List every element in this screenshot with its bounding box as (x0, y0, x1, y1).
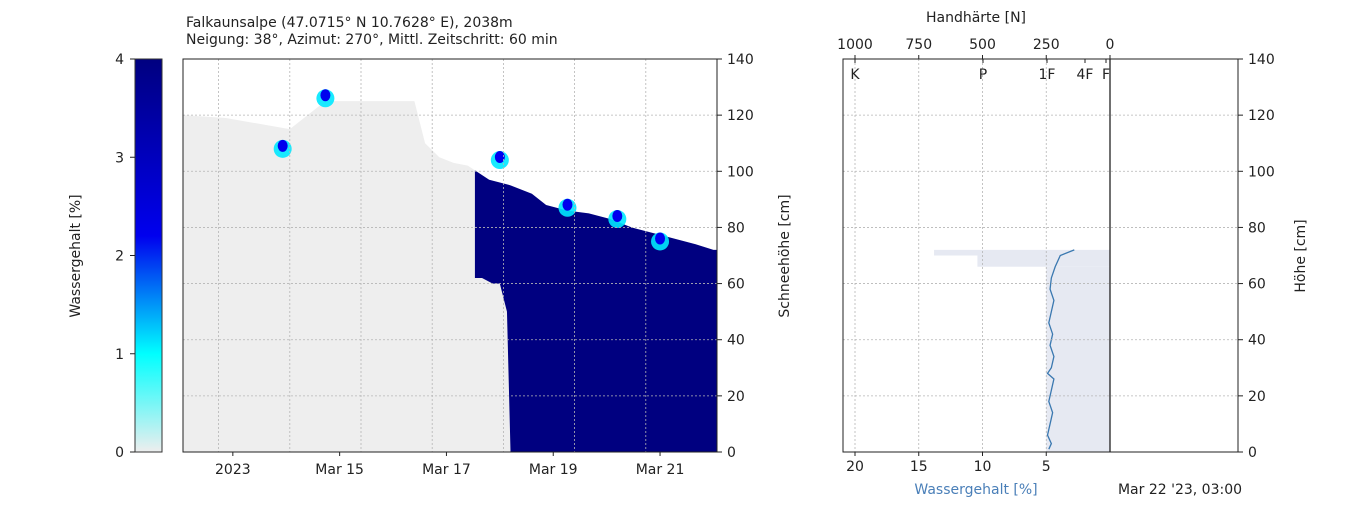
hardness-label-2: 1F (1039, 67, 1056, 83)
heatmap-plot-area (183, 89, 717, 452)
profile-top-tick-label-3: 250 (1033, 37, 1060, 53)
profile-y-tick-label-3: 60 (1248, 277, 1266, 293)
colorbar-tick-label-0: 0 (115, 445, 124, 461)
profile-frame (842, 58, 1239, 453)
moist-spot-core-1 (320, 89, 331, 102)
profile-x-tick-label-1: 15 (910, 459, 928, 475)
colorbar: 0 1 2 3 4 Wassergehalt [%] (68, 52, 163, 461)
hardness-label-0: K (850, 67, 860, 83)
chart-subtitle: Neigung: 38°, Azimut: 270°, Mittl. Zeits… (186, 32, 558, 48)
hardness-bar-1 (977, 255, 1110, 267)
moist-spot-core-0 (277, 139, 288, 152)
heatmap-x-tick-label-1: Mar 15 (315, 462, 364, 478)
heatmap-y-tick-label-6: 120 (727, 108, 754, 124)
heatmap-y-tick-label-1: 20 (727, 389, 745, 405)
profile-x-tick-label-3: 5 (1042, 459, 1051, 475)
moist-spot-core-3 (562, 198, 573, 211)
hardness-label-3: 4F (1077, 67, 1094, 83)
profile-timestamp: Mar 22 '23, 03:00 (1118, 482, 1242, 498)
heatmap-y-tick-label-3: 60 (727, 277, 745, 293)
heatmap-y-tick-label-2: 40 (727, 333, 745, 349)
hardness-label-4: F (1102, 67, 1110, 83)
heatmap-y-label: Schneehöhe [cm] (777, 194, 793, 317)
hardness-label-1: P (979, 67, 987, 83)
profile-top-tick-label-1: 750 (905, 37, 932, 53)
heatmap-x-tick-label-0: 2023 (215, 462, 251, 478)
heatmap-chart: Falkaunsalpe (47.0715° N 10.7628° E), 20… (182, 15, 793, 478)
profile-top-tick-label-4: 0 (1106, 37, 1115, 53)
profile-y-ticks: 0 20 40 60 80 100 120 140 (1238, 52, 1275, 461)
profile-chart: Handhärte [N] 0 20 40 60 80 100 120 140 20 15 10 5… (837, 10, 1309, 498)
hardness-bar-0 (934, 249, 1110, 256)
profile-plot-area (934, 249, 1110, 452)
heatmap-frame (182, 58, 718, 453)
colorbar-ticks: 0 1 2 3 4 (115, 52, 135, 461)
profile-grid (843, 59, 1238, 452)
water-content-line (1046, 249, 1075, 450)
colorbar-tick-label-4: 4 (115, 52, 124, 68)
heatmap-x-ticks: 2023 Mar 15 Mar 17 Mar 19 Mar 21 (215, 452, 684, 478)
colorbar-gradient (134, 58, 163, 453)
colorbar-label: Wassergehalt [%] (68, 194, 84, 317)
profile-y-tick-label-0: 0 (1248, 445, 1257, 461)
profile-y-tick-label-7: 140 (1248, 52, 1275, 68)
profile-y-label: Höhe [cm] (1293, 219, 1309, 292)
profile-y-tick-label-5: 100 (1248, 164, 1275, 180)
heatmap-grid (183, 59, 717, 452)
moist-spot-core-5 (655, 232, 666, 245)
moist-spot-core-4 (612, 210, 623, 223)
heatmap-x-tick-label-2: Mar 17 (422, 462, 471, 478)
profile-x-tick-label-0: 20 (846, 459, 864, 475)
moist-spot-core-2 (494, 151, 505, 164)
chart-title: Falkaunsalpe (47.0715° N 10.7628° E), 20… (186, 15, 513, 31)
profile-top-x-label: Handhärte [N] (926, 10, 1026, 26)
profile-y-tick-label-2: 40 (1248, 333, 1266, 349)
hardness-bar-2 (1046, 266, 1110, 452)
heatmap-y-tick-label-0: 0 (727, 445, 736, 461)
profile-x-label: Wassergehalt [%] (914, 482, 1037, 498)
heatmap-y-ticks: 0 20 40 60 80 100 120 140 (717, 52, 754, 461)
profile-x-tick-label-2: 10 (974, 459, 992, 475)
profile-y-tick-label-4: 80 (1248, 220, 1266, 236)
heatmap-y-tick-label-7: 140 (727, 52, 754, 68)
colorbar-tick-label-3: 3 (115, 150, 124, 166)
heatmap-y-tick-label-5: 100 (727, 164, 754, 180)
profile-x-ticks: 20 15 10 5 (846, 452, 1051, 475)
profile-y-tick-label-1: 20 (1248, 389, 1266, 405)
heatmap-x-tick-label-3: Mar 19 (529, 462, 578, 478)
hardness-labels: K P 1F 4F F (850, 59, 1110, 83)
wet-snow-region (474, 170, 717, 452)
profile-top-tick-label-0: 1000 (837, 37, 873, 53)
profile-y-tick-label-6: 120 (1248, 108, 1275, 124)
colorbar-tick-label-1: 1 (115, 347, 124, 363)
heatmap-y-tick-label-4: 80 (727, 220, 745, 236)
profile-top-x-ticks: 1000 750 500 250 0 (837, 37, 1114, 59)
heatmap-x-tick-label-4: Mar 21 (636, 462, 685, 478)
profile-top-tick-label-2: 500 (969, 37, 996, 53)
colorbar-tick-label-2: 2 (115, 249, 124, 265)
